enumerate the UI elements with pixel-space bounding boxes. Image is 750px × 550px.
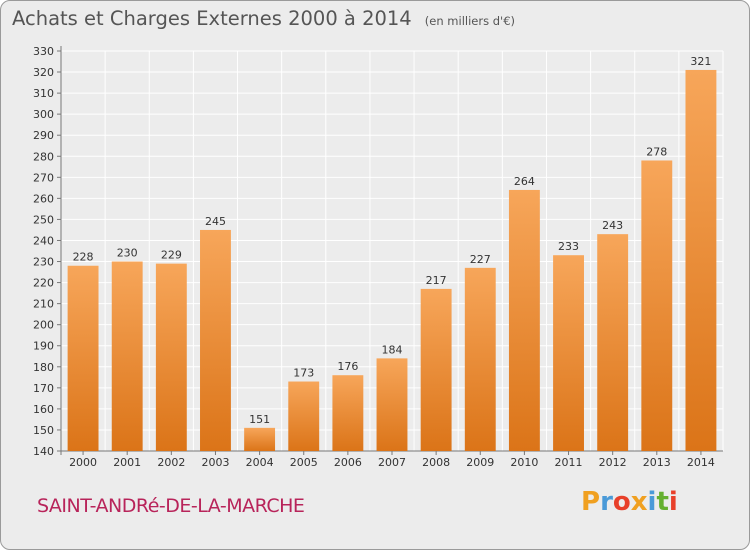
bar-2001 xyxy=(111,261,143,451)
y-tick-label: 200 xyxy=(33,319,54,332)
bar-2000 xyxy=(67,265,99,451)
data-label: 217 xyxy=(426,274,447,287)
bar-2009 xyxy=(464,267,496,451)
x-tick-label: 2007 xyxy=(378,456,406,469)
axes: 140 150 160 170 180 190 200 210 220 230 240 250 260 2… xyxy=(33,45,723,469)
y-tick-label: 230 xyxy=(33,256,54,269)
data-label: 321 xyxy=(690,55,711,68)
data-label: 230 xyxy=(117,247,138,260)
y-tick-label: 190 xyxy=(33,340,54,353)
x-tick-label: 2014 xyxy=(687,456,715,469)
y-tick-label: 280 xyxy=(33,150,54,163)
y-tick-label: 220 xyxy=(33,277,54,290)
x-tick-label: 2002 xyxy=(157,456,185,469)
y-tick-label: 180 xyxy=(33,361,54,374)
data-label: 243 xyxy=(602,219,623,232)
bar-2010 xyxy=(508,189,540,451)
bar-2006 xyxy=(332,375,364,451)
data-label: 176 xyxy=(337,360,358,373)
y-tick-label: 300 xyxy=(33,108,54,121)
bar-2008 xyxy=(420,288,452,451)
title-row: Achats et Charges Externes 2000 à 2014 (… xyxy=(12,7,515,30)
y-tick-label: 170 xyxy=(33,382,54,395)
data-label: 184 xyxy=(382,343,403,356)
x-tick-label: 2008 xyxy=(422,456,450,469)
data-label: 227 xyxy=(470,253,491,266)
y-tick-label: 140 xyxy=(33,445,54,458)
chart-title: Achats et Charges Externes 2000 à 2014 xyxy=(12,7,412,30)
x-tick-label: 2012 xyxy=(599,456,627,469)
data-labels: 228 230 229 245 151 173 176 184 217 227 264 233 243 2… xyxy=(73,55,712,426)
data-label: 228 xyxy=(73,251,94,264)
y-tick-label: 240 xyxy=(33,234,54,247)
proxiti-logo: Proxiti xyxy=(581,487,678,517)
y-tick-label: 260 xyxy=(33,192,54,205)
bar-2014 xyxy=(685,69,717,452)
data-label: 278 xyxy=(646,145,667,158)
y-tick-label: 310 xyxy=(33,87,54,100)
bar-2007 xyxy=(376,358,408,451)
y-tick-label: 320 xyxy=(33,66,54,79)
bar-2012 xyxy=(597,234,629,451)
data-label: 151 xyxy=(249,413,270,426)
x-tick-label: 2010 xyxy=(510,456,538,469)
x-tick-label: 2006 xyxy=(334,456,362,469)
chart-subtitle: (en milliers d'€) xyxy=(424,14,515,28)
x-tick-label: 2005 xyxy=(290,456,318,469)
bar-2011 xyxy=(553,255,584,451)
x-tick-label: 2001 xyxy=(113,456,141,469)
bar-2004 xyxy=(244,427,276,451)
data-label: 173 xyxy=(293,367,314,380)
x-tick-label: 2004 xyxy=(246,456,274,469)
data-label: 233 xyxy=(558,240,579,253)
bar-2003 xyxy=(200,229,231,451)
town-name: SAINT-ANDRé-DE-LA-MARCHE xyxy=(37,495,305,517)
x-tick-label: 2000 xyxy=(69,456,97,469)
bar-2005 xyxy=(288,381,320,451)
y-tick-label: 250 xyxy=(33,213,54,226)
bar-2002 xyxy=(155,263,187,451)
y-tick-label: 330 xyxy=(33,45,54,58)
y-tick-label: 210 xyxy=(33,298,54,311)
x-tick-label: 2013 xyxy=(643,456,671,469)
x-tick-label: 2003 xyxy=(201,456,229,469)
x-tick-label: 2011 xyxy=(555,456,583,469)
data-label: 245 xyxy=(205,215,226,228)
data-label: 229 xyxy=(161,249,182,262)
y-tick-label: 290 xyxy=(33,129,54,142)
y-tick-label: 270 xyxy=(33,171,54,184)
x-tick-label: 2009 xyxy=(466,456,494,469)
y-tick-label: 160 xyxy=(33,403,54,416)
data-label: 264 xyxy=(514,175,535,188)
bar-2013 xyxy=(641,160,673,451)
y-tick-label: 150 xyxy=(33,424,54,437)
bars xyxy=(67,69,717,452)
